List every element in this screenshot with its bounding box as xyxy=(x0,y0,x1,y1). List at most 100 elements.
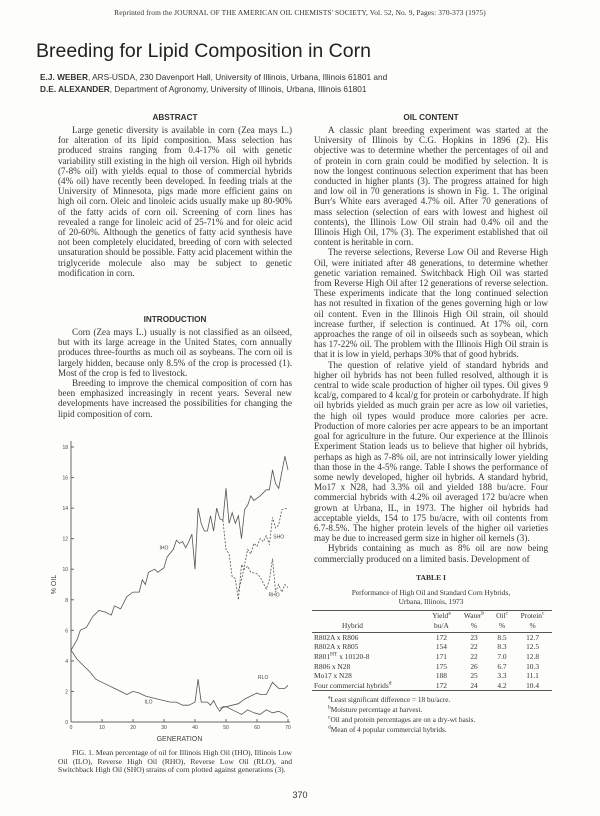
footnote: aLeast significant difference = 18 bu/ac… xyxy=(328,694,451,705)
cell-protein: 12.8 xyxy=(526,652,540,662)
cell-hybrid: R802A x R806 xyxy=(314,632,359,642)
introduction-heading: INTRODUCTION xyxy=(143,315,207,325)
author-name: E.J. WEBER xyxy=(40,72,88,82)
series-line-rlo xyxy=(219,681,289,709)
cell-protein: 10.3 xyxy=(526,661,540,671)
table-row: R806 x N28 175 26 6.7 10.3 xyxy=(312,662,552,672)
table-caption-line: Performance of High Oil and Standard Cor… xyxy=(351,587,511,597)
x-tick-label: 10 xyxy=(99,725,105,731)
left-column: ABSTRACT Large genetic diversity is avai… xyxy=(51,112,292,775)
table-footnotes: aLeast significant difference = 18 bu/ac… xyxy=(314,695,548,735)
paragraph: A classic plant breeding experiment was … xyxy=(314,125,548,248)
introduction-text: Corn (Zea mays L.) usually is not classi… xyxy=(58,327,292,419)
y-tick-label: 16 xyxy=(62,475,68,481)
paragraph: The question of relative yield of standa… xyxy=(314,359,548,544)
cell-water: 25 xyxy=(470,671,478,681)
series-line-rho xyxy=(222,520,289,600)
table-caption: Performance of High Oil and Standard Cor… xyxy=(314,588,548,606)
table-caption-line: Urbana, Illinois, 1973 xyxy=(398,596,464,606)
cell-water: 22 xyxy=(470,642,478,652)
author-affiliation: , Department of Agronomy, University of … xyxy=(109,84,367,94)
x-tick-label: 30 xyxy=(161,725,167,731)
abstract-heading: ABSTRACT xyxy=(152,113,198,122)
cell-oil: 3.3 xyxy=(497,671,507,681)
cell-oil: 6.7 xyxy=(497,661,507,671)
x-axis-label: GENERATION xyxy=(157,736,203,743)
y-tick-label: 6 xyxy=(65,628,68,634)
table-row: R802A x R805 154 22 8.3 12.5 xyxy=(312,642,552,652)
cell-oil: 7.0 xyxy=(497,652,507,662)
oil-content-text: A classic plant breeding experiment was … xyxy=(314,125,548,564)
y-tick-label: 18 xyxy=(62,445,68,451)
col-water-unit: % xyxy=(470,621,478,631)
col-water: Waterb xyxy=(463,610,485,620)
footnote: bMoisture percentage at harvest. xyxy=(328,704,423,715)
abstract-paragraph: Large genetic diversity is available in … xyxy=(58,125,292,278)
x-tick-label: 40 xyxy=(192,725,198,731)
reprint-header: Reprinted from the JOURNAL OF THE AMERIC… xyxy=(114,8,486,17)
col-hybrid: Hybrid xyxy=(342,621,363,631)
x-tick-label: 60 xyxy=(254,725,260,731)
oil-content-heading: OIL CONTENT xyxy=(403,113,459,122)
col-oil: Oilc xyxy=(496,610,508,620)
footnote: cOil and protein percentages are on a dr… xyxy=(328,714,476,725)
cell-water: 24 xyxy=(470,680,478,690)
cell-water: 23 xyxy=(470,632,478,642)
series-label-sho: SHO xyxy=(273,535,284,541)
cell-yield: 172 xyxy=(435,632,447,642)
y-tick-label: 0 xyxy=(65,720,68,726)
y-tick-label: 8 xyxy=(65,598,68,604)
author-line-2: D.E. ALEXANDER, Department of Agronomy, … xyxy=(40,84,366,94)
author-name: D.E. ALEXANDER xyxy=(40,84,110,94)
cell-yield: 171 xyxy=(435,652,447,662)
cell-protein: 10.4 xyxy=(526,680,540,690)
cell-hybrid: Mo17 x N28 xyxy=(314,671,352,681)
y-tick-label: 4 xyxy=(65,659,68,665)
author-line-1: E.J. WEBER, ARS-USDA, 230 Davenport Hall… xyxy=(40,72,387,82)
cell-hybrid: R806 x N28 xyxy=(314,661,351,671)
y-tick-label: 10 xyxy=(62,567,68,573)
x-tick-label: 20 xyxy=(130,725,136,731)
cell-protein: 12.5 xyxy=(526,642,540,652)
figure-caption: FIG. 1. Mean percentage of oil for Illin… xyxy=(58,748,292,775)
cell-hybrid: R802A x R805 xyxy=(314,642,359,652)
cell-hybrid: Four commercial hybridsd xyxy=(314,680,392,690)
paragraph: Hybrids containing as much as 8% oil are… xyxy=(314,543,548,564)
article-title: Breeding for Lipid Composition in Corn xyxy=(36,40,371,62)
table-row: Mo17 x N28 188 25 3.3 11.1 xyxy=(312,671,552,681)
footnote: dMean of 4 popular commercial hybrids. xyxy=(328,724,447,735)
figure-1-chart: 0 2 4 6 8 10 12 14 16 18 0 10 20 30 40 50 60 70 GENERATION… xyxy=(51,440,291,743)
series-label-iho: IHO xyxy=(160,545,169,551)
y-axis-label: % OIL xyxy=(51,575,58,595)
series-line-sho xyxy=(238,507,289,591)
abstract-text: Large genetic diversity is available in … xyxy=(58,125,292,278)
cell-oil: 8.3 xyxy=(497,642,507,652)
table-1: Yielda Waterb Oilc Proteinc Hybrid bu/A … xyxy=(312,609,552,692)
table-row: R801HT x 10120-8 171 22 7.0 12.8 xyxy=(312,652,552,662)
cell-oil: 4.2 xyxy=(497,680,507,690)
cell-water: 26 xyxy=(470,661,478,671)
series-label-ilo: ILO xyxy=(144,700,152,706)
series-label-rho: RHO xyxy=(268,593,279,599)
table-row: R802A x R806 172 23 8.5 12.7 xyxy=(312,632,552,642)
table-label: TABLE I xyxy=(415,572,447,582)
col-oil-unit: % xyxy=(498,621,506,631)
paragraph: The reverse selections, Reverse Low Oil … xyxy=(314,247,548,360)
cell-oil: 8.5 xyxy=(497,632,507,642)
page-number: 370 xyxy=(292,790,308,800)
paragraph: Breeding to improve the chemical composi… xyxy=(58,378,292,419)
series-line-ilo xyxy=(70,649,289,718)
y-tick-label: 2 xyxy=(65,689,68,695)
series-line-iho xyxy=(70,455,289,651)
y-tick-label: 14 xyxy=(62,506,68,512)
paragraph: Corn (Zea mays L.) usually is not classi… xyxy=(58,327,292,378)
x-tick-label: 0 xyxy=(70,725,73,731)
x-tick-label: 70 xyxy=(285,725,291,731)
y-tick-label: 12 xyxy=(62,537,68,543)
cell-yield: 154 xyxy=(435,642,447,652)
cell-hybrid: R801HT x 10120-8 xyxy=(314,651,370,662)
cell-protein: 11.1 xyxy=(526,671,539,681)
x-tick-label: 50 xyxy=(223,725,229,731)
col-yield-unit: bu/A xyxy=(434,621,449,631)
